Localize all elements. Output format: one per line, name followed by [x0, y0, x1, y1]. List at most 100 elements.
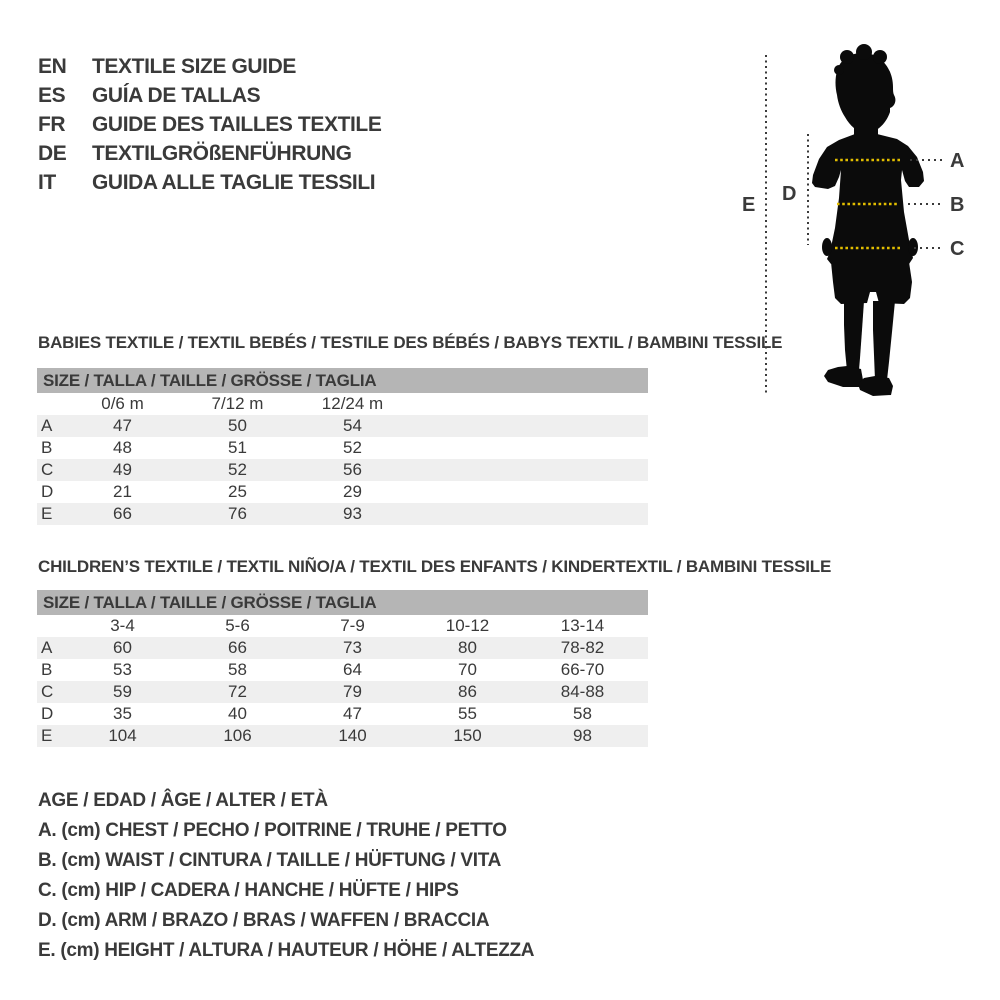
column-header-cell: 5-6	[225, 616, 250, 635]
legend-line: E. (cm) HEIGHT / ALTURA / HAUTEUR / HÖHE…	[38, 940, 535, 961]
table-row-C: C 49 52 56	[37, 459, 648, 481]
value-cell: 73	[343, 638, 362, 657]
row-label-cell: B	[41, 660, 53, 679]
table-row-A: A 47 50 54	[37, 415, 648, 437]
legend-line: B. (cm) WAIST / CINTURA / TAILLE / HÜFTU…	[38, 850, 502, 871]
row-label-cell: A	[41, 416, 53, 435]
value-cell: 52	[228, 460, 247, 479]
language-code: IT	[38, 171, 56, 194]
label-hip: C	[950, 238, 964, 260]
table-row-D: D 21 25 29	[37, 481, 648, 503]
table-row-C: C 59 72 79 86 84-88	[37, 681, 648, 703]
column-header-row: 0/6 m 7/12 m 12/24 m	[37, 393, 648, 415]
value-cell: 66-70	[560, 660, 605, 679]
table-row-B: B 48 51 52	[37, 437, 648, 459]
measurement-figure: A B C D E	[742, 44, 964, 396]
language-code: DE	[38, 142, 67, 165]
measurement-legend: AGE / EDAD / ÂGE / ALTER / ETÀ A. (cm) CH…	[38, 786, 535, 966]
language-row: ES GUÍA DE TALLAS	[38, 81, 381, 110]
label-chest: A	[950, 150, 964, 172]
value-cell: 47	[113, 416, 132, 435]
children-table-header-bar: SIZE / TALLA / TAILLE / GRÖSSE / TAGLIA	[37, 590, 648, 615]
value-cell: 51	[228, 438, 247, 457]
value-cell: 84-88	[560, 682, 605, 701]
value-cell: 79	[343, 682, 362, 701]
value-cell: 58	[228, 660, 247, 679]
shirt	[812, 134, 924, 264]
table-row-B: B 53 58 64 70 66-70	[37, 659, 648, 681]
table-row-E: E 66 76 93	[37, 503, 648, 525]
column-header-cell: 10-12	[445, 616, 490, 635]
value-cell: 40	[228, 704, 247, 723]
column-header-cell: 7/12 m	[211, 394, 264, 413]
legend-line: AGE / EDAD / ÂGE / ALTER / ETÀ	[38, 790, 328, 811]
value-cell: 52	[343, 438, 362, 457]
legend-line: D. (cm) ARM / BRAZO / BRAS / WAFFEN / BR…	[38, 910, 490, 931]
value-cell: 29	[343, 482, 362, 501]
value-cell: 93	[343, 504, 362, 523]
value-cell: 21	[113, 482, 132, 501]
language-label: GUIDE DES TAILLES TEXTILE	[92, 113, 382, 136]
right-shoe	[858, 376, 893, 396]
value-cell: 104	[108, 726, 137, 745]
value-cell: 49	[113, 460, 132, 479]
shorts	[831, 262, 912, 304]
value-cell: 66	[228, 638, 247, 657]
column-header-cell: 7-9	[340, 616, 365, 635]
language-label: GUÍA DE TALLAS	[92, 84, 261, 107]
value-cell: 48	[113, 438, 132, 457]
language-row: EN TEXTILE SIZE GUIDE	[38, 52, 381, 81]
row-label-cell: B	[41, 438, 53, 457]
row-label-cell: E	[41, 504, 53, 523]
value-cell: 47	[343, 704, 362, 723]
value-cell: 58	[573, 704, 592, 723]
language-label: TEXTILE SIZE GUIDE	[92, 55, 296, 78]
babies-size-table: SIZE / TALLA / TAILLE / GRÖSSE / TAGLIA …	[37, 368, 648, 525]
language-label: GUIDA ALLE TAGLIE TESSILI	[92, 171, 376, 194]
column-header-cell: 0/6 m	[101, 394, 144, 413]
value-cell: 56	[343, 460, 362, 479]
legend-line: A. (cm) CHEST / PECHO / POITRINE / TRUHE…	[38, 820, 507, 841]
babies-section-title: BABIES TEXTILE / TEXTIL BEBÉS / TESTILE …	[38, 333, 783, 352]
left-leg	[844, 301, 864, 371]
label-arm: D	[782, 183, 796, 205]
children-table-rows: 3-4 5-6 7-9 10-12 13-14 A 60 66 73 80 78-82 B 53 58 64…	[37, 615, 648, 747]
label-waist: B	[950, 194, 964, 216]
value-cell: 70	[458, 660, 477, 679]
column-header-cell: 3-4	[110, 616, 135, 635]
value-cell: 35	[113, 704, 132, 723]
value-cell: 55	[458, 704, 477, 723]
row-label-cell: D	[41, 482, 54, 501]
language-code: EN	[38, 55, 67, 78]
language-row: IT GUIDA ALLE TAGLIE TESSILI	[38, 168, 381, 197]
language-list: EN TEXTILE SIZE GUIDE ES GUÍA DE TALLAS FR GU…	[38, 52, 382, 197]
value-cell: 59	[113, 682, 132, 701]
value-cell: 86	[458, 682, 477, 701]
value-cell: 64	[343, 660, 362, 679]
value-cell: 80	[458, 638, 477, 657]
legend-line: C. (cm) HIP / CADERA / HANCHE / HÜFTE / …	[38, 880, 459, 901]
value-cell: 53	[113, 660, 132, 679]
table-row-A: A 60 66 73 80 78-82	[37, 637, 648, 659]
value-cell: 50	[228, 416, 247, 435]
row-label-cell: E	[41, 726, 53, 745]
row-label-cell: C	[41, 682, 54, 701]
value-cell: 78-82	[560, 638, 605, 657]
left-shoe	[824, 366, 863, 387]
column-header-row: 3-4 5-6 7-9 10-12 13-14	[37, 615, 648, 637]
babies-table-rows: 0/6 m 7/12 m 12/24 m A 47 50 54 B 48 51 52 C 49 52 56 D…	[37, 393, 648, 525]
value-cell: 76	[228, 504, 247, 523]
row-label-cell: A	[41, 638, 53, 657]
row-label-cell: D	[41, 704, 54, 723]
row-label-cell: C	[41, 460, 54, 479]
child-silhouette	[812, 44, 924, 396]
language-code: FR	[38, 113, 66, 136]
value-cell: 60	[113, 638, 132, 657]
babies-table-header-bar: SIZE / TALLA / TAILLE / GRÖSSE / TAGLIA	[37, 368, 648, 393]
value-cell: 140	[338, 726, 367, 745]
right-leg	[873, 301, 895, 380]
column-header-cell: 13-14	[560, 616, 605, 635]
language-row: FR GUIDE DES TAILLES TEXTILE	[38, 110, 382, 139]
language-code: ES	[38, 84, 66, 107]
label-height: E	[742, 194, 755, 216]
